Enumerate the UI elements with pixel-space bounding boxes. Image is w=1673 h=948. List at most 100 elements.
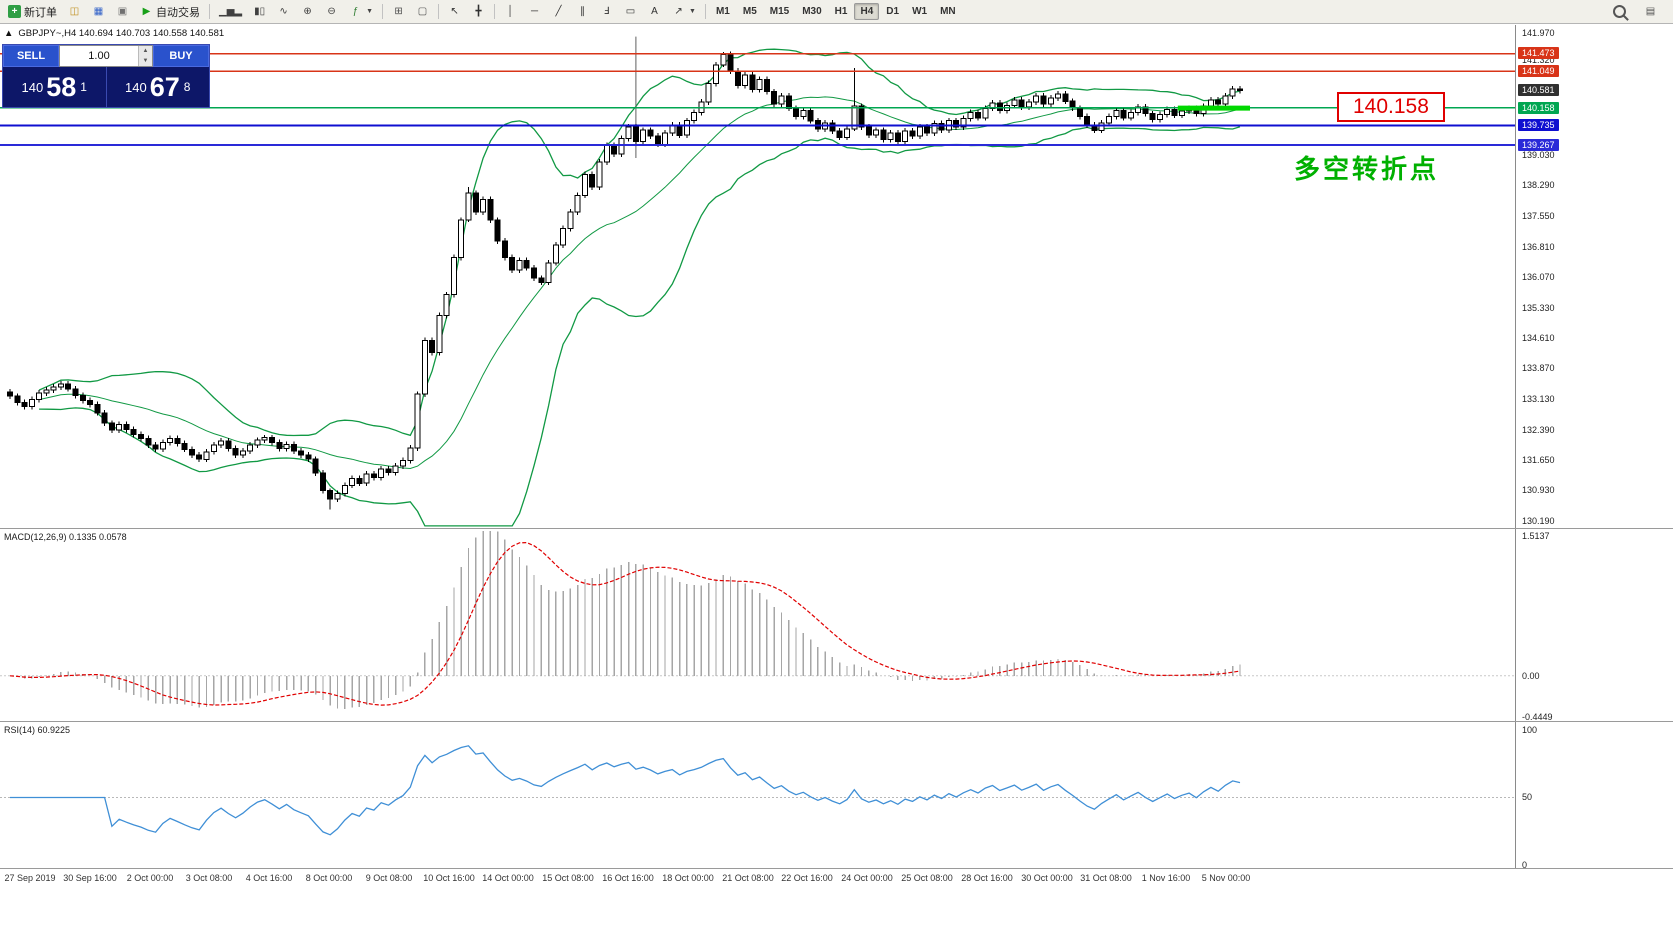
rsi-tick-label: 0 [1522,860,1528,870]
sell-price-display[interactable]: 140 58 1 [3,67,106,107]
time-axis-label: 21 Oct 08:00 [722,873,774,883]
search-icon[interactable] [1608,2,1631,21]
price-axis[interactable]: 141.970 141.320 139.030 138.290 137.550 136.8… [1515,25,1673,528]
volume-down-button[interactable]: ▼ [139,56,152,66]
macd-histogram [16,530,1241,709]
level-price-chip: 139.735 [1518,119,1559,131]
turning-point-annotation[interactable]: 多空转折点 [1294,154,1440,184]
pane-separator[interactable] [0,721,1673,722]
timeframe-h4[interactable]: H4 [854,3,880,20]
crosshair-icon[interactable]: ╋ [467,2,490,21]
time-axis-label: 30 Oct 00:00 [1021,873,1073,883]
time-axis-label: 18 Oct 00:00 [662,873,714,883]
pane-separator [0,868,1673,869]
macd-tick-label: 1.5137 [1522,531,1550,541]
volume-input[interactable]: 1.00 ▲ ▼ [59,45,153,67]
layout-profiles-icon: ◫ [69,6,80,17]
arrow-objects-icon[interactable]: ↗ ▼ [667,2,701,21]
bar-chart-icon[interactable]: ▁▅▂ [214,2,247,21]
new-order-button: + [8,5,21,18]
sell-price-figure: 140 [21,79,44,95]
sell-button[interactable]: SELL [3,45,59,67]
volume-value[interactable]: 1.00 [88,50,110,62]
level-price-chip: 141.049 [1518,65,1559,77]
toolbar-separator [494,4,496,19]
toolbar-separator [438,4,440,19]
chart-window-icon[interactable]: ▤ [1639,2,1662,21]
text-label-icon[interactable]: A [643,2,666,21]
price-tick-label: 136.070 [1522,272,1555,282]
new-order-button[interactable]: + 新订单 [3,1,62,23]
horizontal-line-icon: ─ [530,6,539,17]
macd-canvas[interactable] [0,529,1515,721]
timeframe-d1[interactable]: D1 [886,6,900,17]
buy-button[interactable]: BUY [153,45,209,67]
line-chart-icon[interactable]: ∿ [272,2,295,21]
equidistant-channel-icon[interactable]: ∥ [571,2,594,21]
rsi-tick-label: 100 [1522,725,1538,735]
timeframe-m15[interactable]: M15 [769,6,790,17]
time-axis-label: 16 Oct 16:00 [602,873,654,883]
layout-profiles-icon[interactable]: ◫ [63,2,86,21]
candlestick-chart-icon[interactable]: ▮▯ [248,2,271,21]
time-axis-label: 24 Oct 00:00 [841,873,893,883]
cascade-windows-icon[interactable]: ▢ [411,2,434,21]
cascade-windows-icon: ▢ [417,6,428,17]
price-tick-label: 133.130 [1522,394,1555,404]
volume-up-button[interactable]: ▲ [139,46,152,56]
timeframe-m5[interactable]: M5 [742,6,757,17]
market-watch-icon[interactable]: ▦ [87,2,110,21]
horizontal-line-icon[interactable]: ─ [523,2,546,21]
macd-tick-label: -0.4449 [1522,712,1553,722]
time-axis-label: 31 Oct 08:00 [1080,873,1132,883]
time-axis-label: 9 Oct 08:00 [365,873,413,883]
timeframe-h1[interactable]: H1 [834,6,848,17]
auto-trading-button[interactable]: ▶ 自动交易 [135,1,205,23]
price-tick-label: 139.030 [1522,150,1555,160]
timeframe-m1[interactable]: M1 [715,6,730,17]
data-window-icon: ▣ [117,6,128,17]
zoom-in-icon: ⊕ [303,6,312,17]
cursor-icon[interactable]: ↖ [443,2,466,21]
time-axis-label: 27 Sep 2019 [4,873,56,883]
data-window-icon[interactable]: ▣ [111,2,134,21]
vertical-line-icon[interactable]: │ [499,2,522,21]
macd-pane: MACD(12,26,9) 0.1335 0.0578 [0,529,1515,721]
timeframe-mn[interactable]: MN [940,6,956,17]
time-axis[interactable]: 27 Sep 2019 30 Sep 16:00 2 Oct 00:00 3 Oct … [0,869,1673,891]
pane-separator[interactable] [0,528,1673,529]
rsi-pane: RSI(14) 60.9225 [0,722,1515,868]
equidistant-channel-icon: ∥ [580,6,586,17]
timeframe-m30[interactable]: M30 [802,6,822,17]
trendline-icon[interactable]: ╱ [547,2,570,21]
macd-axis[interactable]: 1.5137 0.00 -0.4449 [1515,529,1673,722]
shapes-icon[interactable]: ▭ [619,2,642,21]
tile-windows-icon[interactable]: ⊞ [387,2,410,21]
buy-price-display[interactable]: 140 67 8 [105,67,210,107]
crosshair-icon: ╋ [475,6,482,17]
time-axis-label: 28 Oct 16:00 [961,873,1013,883]
time-axis-label: 15 Oct 08:00 [542,873,594,883]
time-axis-label: 10 Oct 16:00 [423,873,475,883]
zoom-out-icon[interactable]: ⊖ [320,2,343,21]
time-axis-label: 3 Oct 08:00 [185,873,233,883]
level-price-chip: 139.267 [1518,139,1559,151]
price-chart-pane: ▲ GBPJPY~,H4 140.694 140.703 140.558 140… [0,25,1515,528]
dropdown-caret-icon[interactable]: ▼ [689,8,696,15]
toolbar-separator [704,4,706,19]
time-axis-label: 5 Nov 00:00 [1201,873,1251,883]
auto-trading-button: ▶ [142,6,151,17]
dropdown-caret-icon[interactable]: ▼ [366,8,374,15]
timeframe-w1[interactable]: W1 [912,6,928,17]
toolbar-button-group: + 新订单 ◫ ▦ ▣ ▶ 自动交易 ▁▅▂ ▮▯ ∿ ⊕ ⊖ ƒ ▼ ⊞ ▢ ↖ ╋ │ ─ ╱ ∥ Ⅎ ▭ A ↗ ▼ M1 M5 M… [3,1,962,23]
collapse-one-click-icon[interactable]: ▲ [4,28,14,39]
zoom-in-icon[interactable]: ⊕ [296,2,319,21]
fibonacci-icon[interactable]: Ⅎ [595,2,618,21]
price-chart-canvas[interactable] [0,25,1515,528]
rsi-axis[interactable]: 100 50 0 [1515,722,1673,870]
time-axis-label: 30 Sep 16:00 [63,873,117,883]
rsi-canvas[interactable] [0,722,1515,868]
indicators-icon[interactable]: ƒ ▼ [344,2,378,21]
price-level-callout[interactable]: 140.158 [1337,92,1445,122]
indicators-icon: ƒ [352,6,359,17]
